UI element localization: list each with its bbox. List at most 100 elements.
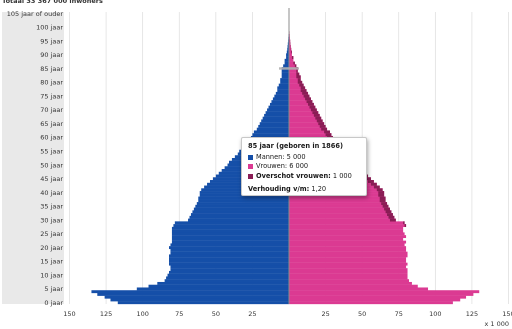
women-bar-age-93 <box>289 45 291 48</box>
x-tick-label: 150 <box>63 310 75 318</box>
y-tick-label: 45 jaar <box>40 175 63 183</box>
surplus-bar-age-35 <box>382 204 389 208</box>
x-tick-label: 25 <box>248 310 256 318</box>
y-tick-label: 105 jaar of ouder <box>7 10 64 18</box>
men-bar-age-26 <box>171 229 289 233</box>
women-bar-age-38 <box>289 196 386 200</box>
women-bar-age-0 <box>289 301 453 305</box>
x-tick-label: 50 <box>212 310 220 318</box>
tooltip-ratio-value: 1,20 <box>311 185 327 194</box>
men-bar-age-67 <box>262 116 289 120</box>
women-bar-age-4 <box>289 290 480 294</box>
surplus-bar-age-31 <box>388 215 395 219</box>
surplus-bar-age-41 <box>376 188 383 192</box>
men-bar-age-68 <box>264 113 289 117</box>
women-bar-age-66 <box>289 119 323 123</box>
women-bar-age-9 <box>289 276 408 280</box>
surplus-bar-age-29 <box>403 221 405 225</box>
surplus-bar-age-64 <box>319 124 326 128</box>
men-bar-age-23 <box>171 237 289 241</box>
surplus-bar-age-71 <box>309 105 316 109</box>
surplus-bar-age-30 <box>389 218 396 222</box>
men-bar-age-11 <box>169 270 289 274</box>
men-bar-age-2 <box>104 295 290 299</box>
women-bar-age-86 <box>289 64 297 68</box>
y-tick-label: 5 jaar <box>44 285 63 293</box>
surplus-bar-age-70 <box>310 108 317 112</box>
men-bar-age-88 <box>284 58 289 62</box>
men-bar-age-81 <box>280 78 289 82</box>
y-tick-label: 95 jaar <box>40 37 63 45</box>
surplus-bar-age-32 <box>387 213 393 216</box>
surplus-bar-age-43 <box>370 182 377 186</box>
x-tick-label: 100 <box>429 310 441 318</box>
men-bar-age-78 <box>277 86 289 90</box>
men-bar-age-1 <box>110 298 290 302</box>
y-tick-label: 50 jaar <box>40 161 63 169</box>
men-bar-age-25 <box>171 232 289 236</box>
men-bar-age-62 <box>253 130 289 134</box>
tooltip-title: 85 jaar (geboren in 1866) <box>248 142 343 150</box>
surplus-bar-age-76 <box>302 91 309 95</box>
men-bar-age-3 <box>97 292 289 296</box>
women-bar-age-19 <box>289 248 407 252</box>
y-tick-label: 10 jaar <box>40 271 63 279</box>
surplus-bar-age-36 <box>381 202 388 205</box>
women-bar-age-37 <box>289 199 386 203</box>
y-tick-label: 40 jaar <box>40 189 63 197</box>
men-bar-age-4 <box>91 290 289 294</box>
women-bar-age-84 <box>289 69 298 73</box>
men-bar-age-36 <box>196 202 289 205</box>
women-bar-age-1 <box>289 298 461 302</box>
top-label: Totaal 33 367 000 inwoners <box>2 0 103 5</box>
men-bar-age-18 <box>170 251 289 255</box>
women-bar-age-91 <box>289 50 292 54</box>
y-tick-label: 0 jaar <box>44 299 63 307</box>
y-tick-label: 70 jaar <box>40 106 63 114</box>
men-bar-age-90 <box>286 53 289 57</box>
men-bar-age-71 <box>268 105 289 109</box>
men-bar-age-13 <box>170 265 289 269</box>
men-bar-age-24 <box>171 235 289 239</box>
women-bar-age-21 <box>289 243 405 247</box>
tooltip-surplus-label: Overschot vrouwen: <box>256 171 331 180</box>
women-bar-age-24 <box>289 235 407 239</box>
men-bar-age-22 <box>171 240 289 244</box>
y-tick-label: 20 jaar <box>40 244 63 252</box>
x-tick-label: 150 <box>502 310 512 318</box>
y-tick-label: 25 jaar <box>40 230 63 238</box>
y-tick-label: 35 jaar <box>40 203 63 211</box>
men-bar-age-10 <box>167 273 289 277</box>
surplus-bar-age-40 <box>378 191 385 194</box>
women-bar-age-13 <box>289 265 407 269</box>
women-bar-age-17 <box>289 254 408 258</box>
surplus-bar-age-82 <box>296 75 301 79</box>
women-bar-age-14 <box>289 262 408 266</box>
women-bar-age-77 <box>289 89 307 93</box>
men-bar-age-37 <box>198 199 289 203</box>
surplus-bar-age-66 <box>316 119 323 123</box>
men-bar-age-20 <box>169 246 289 250</box>
men-bar-age-65 <box>259 122 289 126</box>
x-tick-label: 75 <box>175 310 183 318</box>
surplus-bar-age-78 <box>300 86 306 90</box>
surplus-bar-age-34 <box>384 207 390 211</box>
surplus-bar-age-79 <box>299 83 304 87</box>
women-bar-age-92 <box>289 47 292 51</box>
men-bar-age-32 <box>190 213 289 216</box>
women-bar-age-82 <box>289 75 301 79</box>
surplus-bar-age-69 <box>312 111 319 115</box>
x-tick-label: 50 <box>358 310 366 318</box>
men-bar-age-30 <box>188 218 289 222</box>
men-bar-age-66 <box>261 119 289 123</box>
men-bar-age-92 <box>287 47 289 51</box>
women-bar-age-89 <box>289 56 294 59</box>
women-bar-age-30 <box>289 218 396 222</box>
men-bar-age-91 <box>286 50 289 54</box>
women-bar-age-68 <box>289 113 320 117</box>
men-bar-age-8 <box>164 279 289 283</box>
women-bar-age-63 <box>289 127 328 131</box>
men-bar-age-35 <box>195 204 289 208</box>
women-bar-age-34 <box>289 207 390 211</box>
x-tick-label: 25 <box>321 310 329 318</box>
